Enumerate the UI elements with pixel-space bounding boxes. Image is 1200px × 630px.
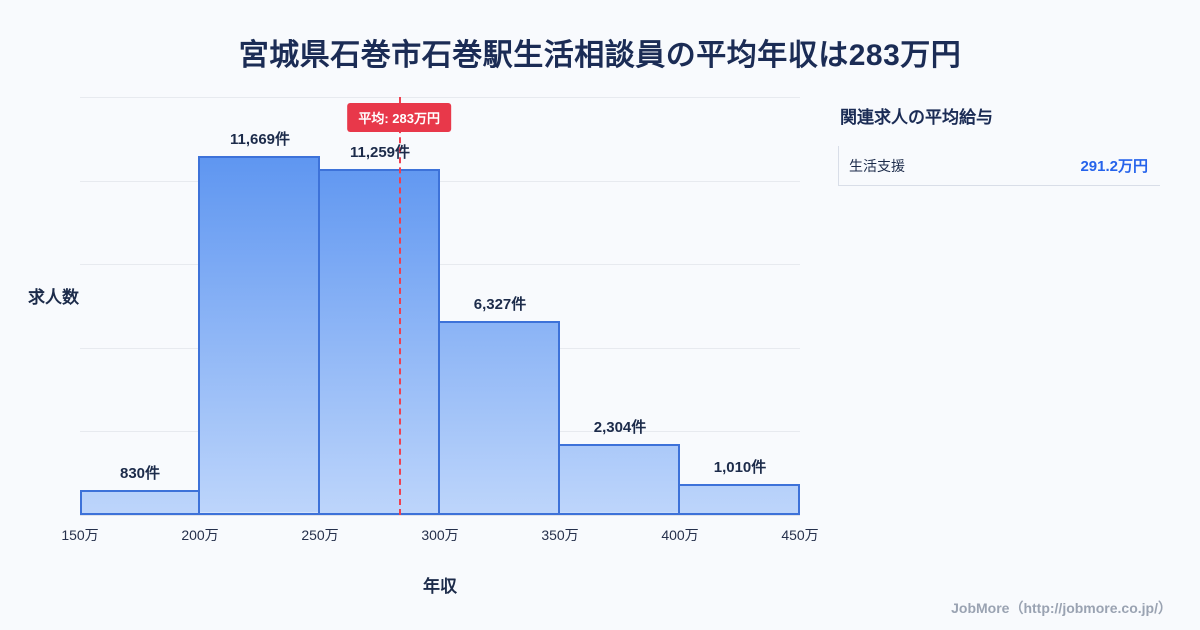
x-tick-label: 200万: [181, 527, 219, 543]
x-tick-label: 350万: [541, 527, 579, 543]
page-title: 宮城県石巻市石巻駅生活相談員の平均年収は283万円: [238, 39, 962, 72]
related-job-salary: 291.2万円: [1080, 158, 1148, 175]
histogram-bar: [558, 444, 680, 515]
x-tick-label: 300万: [421, 527, 459, 543]
x-tick-label: 400万: [661, 527, 699, 543]
y-axis-label: 求人数: [28, 288, 79, 307]
average-line: [399, 97, 402, 515]
credit-text: JobMore（http://jobmore.co.jp/）: [951, 600, 1172, 616]
bar-value-label: 2,304件: [593, 419, 647, 437]
bar-value-label: 11,259件: [349, 143, 411, 161]
histogram-bar: [438, 320, 560, 515]
gridline: [80, 97, 800, 98]
related-jobs-heading: 関連求人の平均給与: [840, 108, 993, 127]
histogram-bar: [678, 483, 800, 515]
gridline: [80, 515, 800, 516]
x-tick-label: 450万: [781, 527, 819, 543]
histogram-bar: [198, 156, 320, 515]
bar-value-label: 830件: [119, 464, 161, 482]
histogram-bar: [80, 489, 200, 515]
gridline: [80, 180, 800, 182]
x-axis-label: 年収: [423, 577, 457, 596]
histogram-bar: [318, 168, 440, 515]
related-job-row: 生活支援 291.2万円: [838, 146, 1160, 186]
x-tick-label: 150万: [61, 527, 99, 543]
bar-value-label: 6,327件: [473, 295, 527, 313]
x-tick-label: 250万: [301, 527, 339, 543]
plot-area: 830件 11,669件 11,259件 6,327件 2,304件 1,010件 150万…: [61, 97, 819, 543]
average-badge: 平均: 283万円: [347, 103, 452, 132]
bar-value-label: 1,010件: [713, 458, 767, 476]
related-jobs-table: 生活支援 291.2万円: [838, 146, 1160, 186]
bar-value-label: 11,669件: [229, 131, 291, 149]
related-job-label: 生活支援: [849, 157, 905, 174]
gridline: [80, 264, 800, 266]
